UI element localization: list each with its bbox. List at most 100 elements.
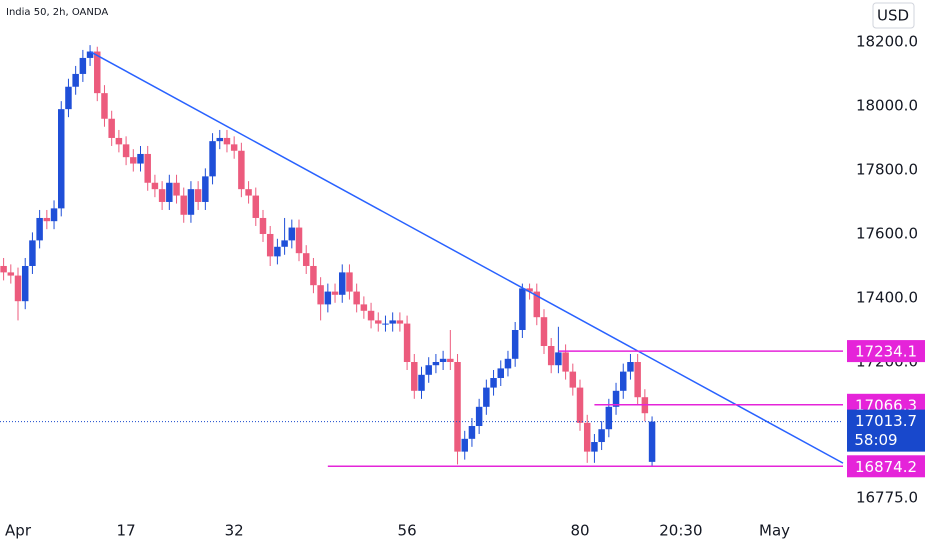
candle-body <box>324 291 332 305</box>
y-tick-label: 16775.0 <box>856 489 918 507</box>
candle-body <box>562 352 569 372</box>
candle-body <box>403 323 411 363</box>
candle-body <box>583 422 591 452</box>
candle-body <box>7 272 15 276</box>
candle-body <box>620 371 627 391</box>
candle-body <box>72 73 79 87</box>
level-label: 17234.1 <box>855 343 917 361</box>
candle-body <box>266 233 274 257</box>
level-label-box <box>847 455 925 478</box>
x-tick-label: 80 <box>570 522 589 540</box>
candle-body <box>50 208 58 222</box>
candle-body <box>122 144 130 158</box>
x-tick-label: Apr <box>5 522 32 540</box>
candle-body <box>519 288 526 330</box>
candle-body <box>65 86 72 110</box>
candle-body <box>36 217 43 241</box>
candle-body <box>461 438 468 452</box>
candle-body <box>389 320 396 324</box>
candle-body <box>108 118 115 138</box>
candle-body <box>346 272 353 292</box>
currency[interactable]: USD <box>877 7 909 25</box>
candle-body <box>29 240 36 266</box>
candle-body <box>367 310 375 321</box>
last-price-label: 17013.7 <box>855 412 917 430</box>
candle-body <box>173 182 180 196</box>
x-tick-label: 32 <box>225 522 244 540</box>
x-tick-label: 17 <box>117 522 136 540</box>
candle-body <box>295 227 303 254</box>
candle-body <box>180 195 187 215</box>
candle-body <box>375 320 382 324</box>
candle-body <box>432 362 440 366</box>
candle-body <box>353 291 360 305</box>
candle-body <box>483 387 490 407</box>
candle-body <box>533 291 541 318</box>
candle-body <box>0 265 7 273</box>
candle-body <box>130 157 137 164</box>
candle-body <box>238 150 245 190</box>
candle-body <box>396 320 404 324</box>
x-tick-label: 20:30 <box>659 522 702 540</box>
trendline <box>89 50 844 464</box>
candle-body <box>230 144 238 151</box>
y-tick-label: 17800.0 <box>856 160 918 178</box>
y-tick-label: 18200.0 <box>856 32 918 50</box>
y-tick-label: 17400.0 <box>856 288 918 306</box>
candle-body <box>21 265 29 302</box>
candle-body <box>591 442 598 452</box>
candle-body <box>79 57 87 74</box>
candle-body <box>511 329 519 359</box>
candle-body <box>634 362 641 398</box>
candle-body <box>555 352 562 366</box>
candle-body <box>259 217 267 234</box>
candle-body <box>223 137 231 145</box>
candle-body <box>447 358 454 363</box>
candle-body <box>202 176 209 202</box>
candle-body <box>439 358 447 363</box>
currency-box[interactable] <box>872 2 915 29</box>
candle-body <box>94 51 101 94</box>
candle-body <box>468 426 476 439</box>
candle-body <box>158 189 166 202</box>
candle-body <box>605 406 613 430</box>
candle-body <box>497 368 504 379</box>
candle-body <box>281 240 288 247</box>
candle-body <box>540 317 548 347</box>
y-tick-label: 18000.0 <box>856 96 918 114</box>
candle-body <box>101 93 108 119</box>
candle-body <box>252 195 260 218</box>
candle-body <box>648 421 656 462</box>
candle-body <box>331 291 339 295</box>
candle-body <box>115 137 123 145</box>
candle-body <box>187 189 195 215</box>
candle-body <box>475 406 483 427</box>
y-tick-label: 17600.0 <box>856 224 918 242</box>
candle-body <box>569 371 577 388</box>
last-price-box <box>847 409 925 452</box>
candle-body <box>504 358 512 369</box>
candle-body <box>274 246 281 257</box>
candle-body <box>360 304 368 311</box>
candle-body <box>209 141 216 177</box>
candle-body <box>194 189 202 202</box>
candle-body <box>411 362 418 391</box>
candle-body <box>598 429 605 443</box>
candle-body <box>382 323 389 325</box>
candle-body <box>151 182 159 190</box>
level-label-box <box>847 340 925 363</box>
candle-body <box>144 153 151 183</box>
chart-title: India 50, 2h, OANDA <box>6 7 108 18</box>
candle-body <box>490 378 497 388</box>
candle-body <box>43 217 51 222</box>
candle-body <box>288 227 296 241</box>
candle-body <box>612 390 620 407</box>
candle-body <box>86 51 94 58</box>
candle-body <box>216 137 223 142</box>
candle-body <box>576 387 584 423</box>
candle-body <box>339 272 346 295</box>
candle-body <box>166 182 173 202</box>
candle-body <box>627 362 634 372</box>
candle-body <box>310 265 317 286</box>
